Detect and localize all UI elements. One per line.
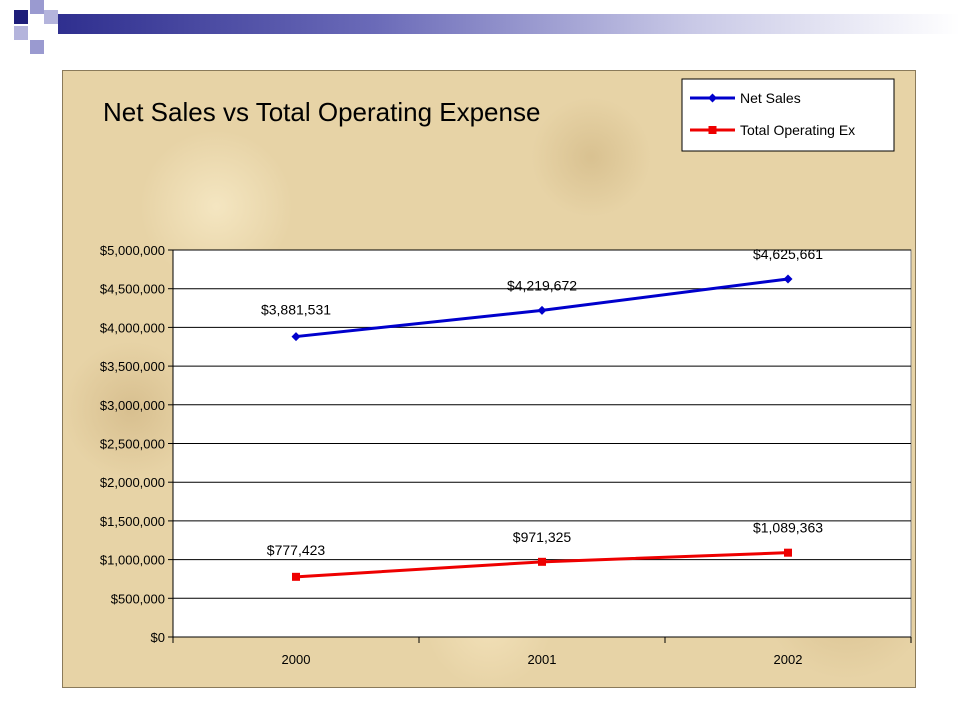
legend: Net Sales Total Operating Ex bbox=[681, 78, 895, 152]
y-tick-label: $3,500,000 bbox=[100, 359, 165, 374]
y-tick-label: $3,000,000 bbox=[100, 398, 165, 413]
decoration-squares bbox=[14, 0, 58, 54]
deco-square-light-2 bbox=[44, 10, 58, 24]
x-tick-label: 2001 bbox=[528, 652, 557, 667]
y-tick-label: $1,000,000 bbox=[100, 553, 165, 568]
chart-title: Net Sales vs Total Operating Expense bbox=[103, 97, 540, 127]
line-chart: Net Sales vs Total Operating Expense $0$… bbox=[100, 78, 912, 667]
x-axis: 2000 2001 2002 bbox=[172, 636, 912, 667]
x-tick-label: 2000 bbox=[282, 652, 311, 667]
deco-square-light-4 bbox=[30, 40, 44, 54]
y-tick-label: $1,500,000 bbox=[100, 514, 165, 529]
y-tick-label: $2,000,000 bbox=[100, 475, 165, 490]
data-point-marker bbox=[538, 557, 546, 566]
y-tick-label: $500,000 bbox=[111, 591, 165, 606]
legend-label-net-sales: Net Sales bbox=[740, 90, 801, 106]
data-label: $3,881,531 bbox=[261, 302, 331, 318]
series-layer: $3,881,531 $4,219,672 $4,625,661 $777,423 $9… bbox=[261, 246, 823, 581]
data-label: $4,219,672 bbox=[507, 277, 577, 293]
y-tick-label: $0 bbox=[151, 630, 165, 645]
chart-panel: Net Sales vs Total Operating Expense $0 $… bbox=[62, 70, 916, 688]
data-point-marker bbox=[291, 332, 301, 342]
data-label: $1,089,363 bbox=[753, 520, 823, 536]
y-tick-label: $5,000,000 bbox=[100, 243, 165, 258]
data-point-marker bbox=[784, 548, 792, 557]
legend-marker-total-operating bbox=[708, 126, 717, 134]
data-label: $971,325 bbox=[513, 529, 572, 545]
legend-label-total-operating: Total Operating Ex bbox=[740, 122, 855, 138]
slide-header-decoration bbox=[0, 0, 80, 60]
y-axis: $0 $500,000 $1,000,000 $1,500,000 $2,000,000… bbox=[100, 243, 174, 645]
data-point-marker bbox=[783, 274, 793, 284]
deco-square-light-3 bbox=[14, 26, 28, 40]
y-tick-label: $4,500,000 bbox=[100, 282, 165, 297]
data-point-marker bbox=[537, 305, 547, 315]
data-label: $777,423 bbox=[267, 542, 326, 558]
x-tick-label: 2002 bbox=[774, 652, 803, 667]
y-tick-label: $4,000,000 bbox=[100, 320, 165, 335]
data-point-marker bbox=[292, 572, 300, 581]
legend-box bbox=[681, 78, 895, 152]
legend-marker-net-sales bbox=[708, 93, 717, 103]
deco-square-dark bbox=[14, 10, 28, 24]
data-label: $4,625,661 bbox=[753, 246, 823, 262]
deco-square-light-1 bbox=[30, 0, 44, 14]
slide-header-bar bbox=[58, 14, 960, 34]
y-tick-label: $2,500,000 bbox=[100, 437, 165, 452]
